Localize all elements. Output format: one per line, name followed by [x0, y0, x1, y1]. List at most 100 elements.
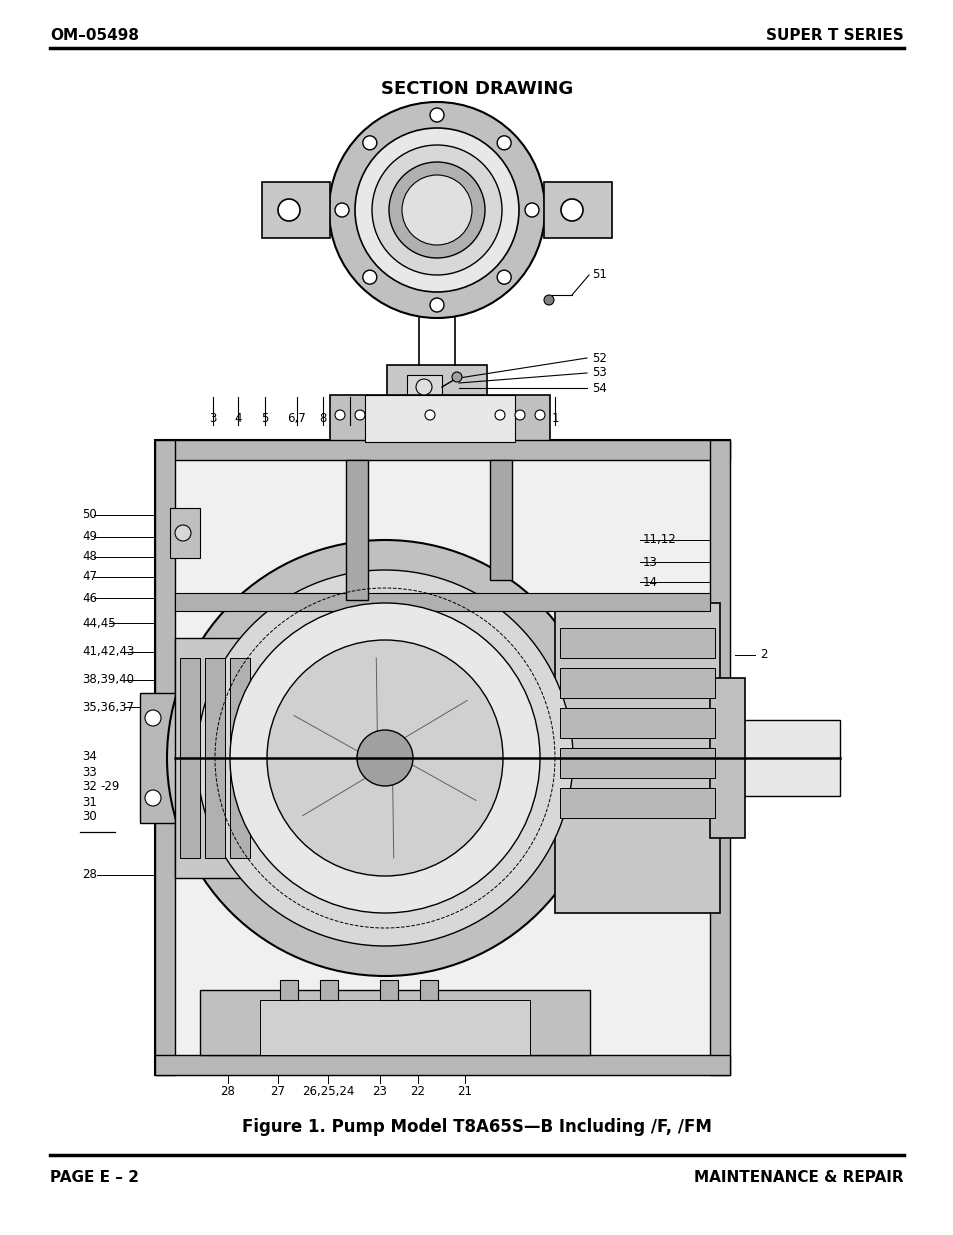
- Circle shape: [424, 410, 435, 420]
- Text: 27: 27: [271, 1086, 285, 1098]
- Circle shape: [335, 203, 349, 217]
- Circle shape: [372, 144, 501, 275]
- Circle shape: [515, 410, 524, 420]
- Bar: [154, 440, 729, 1074]
- Text: -29: -29: [100, 781, 119, 794]
- Circle shape: [277, 199, 299, 221]
- Text: 21: 21: [457, 1086, 472, 1098]
- Circle shape: [355, 128, 518, 291]
- Text: 2: 2: [760, 648, 767, 662]
- Circle shape: [452, 372, 461, 382]
- Text: 32: 32: [82, 781, 97, 794]
- Text: OM–05498: OM–05498: [50, 28, 139, 43]
- Bar: [140, 693, 174, 823]
- Text: 53: 53: [592, 367, 606, 379]
- Text: 4: 4: [234, 412, 241, 425]
- Bar: [555, 603, 720, 913]
- Text: 54: 54: [592, 382, 606, 394]
- Text: 46: 46: [82, 592, 97, 604]
- Text: 35,36,37: 35,36,37: [82, 700, 133, 714]
- Bar: [387, 366, 486, 435]
- Bar: [559, 748, 714, 778]
- Bar: [419, 981, 437, 1000]
- Text: 49: 49: [82, 531, 97, 543]
- Text: 48: 48: [82, 551, 97, 563]
- Text: 8: 8: [319, 412, 326, 425]
- Circle shape: [416, 379, 432, 395]
- Text: 28: 28: [220, 1086, 235, 1098]
- Text: 41,42,43: 41,42,43: [82, 646, 134, 658]
- Text: SUPER T SERIES: SUPER T SERIES: [765, 28, 903, 43]
- Circle shape: [497, 136, 511, 149]
- Text: 55: 55: [497, 443, 511, 453]
- Bar: [200, 990, 589, 1055]
- Bar: [346, 459, 368, 600]
- Bar: [330, 395, 550, 442]
- Bar: [543, 182, 612, 238]
- Text: 5: 5: [261, 412, 269, 425]
- Text: 19: 19: [655, 648, 669, 662]
- Circle shape: [329, 103, 544, 317]
- Circle shape: [362, 136, 376, 149]
- Bar: [260, 1000, 530, 1055]
- Text: 52: 52: [592, 352, 606, 364]
- Bar: [559, 668, 714, 698]
- Text: MAINTENANCE & REPAIR: MAINTENANCE & REPAIR: [694, 1170, 903, 1186]
- Circle shape: [535, 410, 544, 420]
- Bar: [154, 440, 174, 1074]
- Bar: [205, 658, 225, 858]
- Bar: [154, 1055, 729, 1074]
- Circle shape: [230, 603, 539, 913]
- Text: 23: 23: [373, 1086, 387, 1098]
- Bar: [174, 593, 709, 611]
- Circle shape: [524, 203, 538, 217]
- Bar: [280, 981, 297, 1000]
- Text: 1: 1: [551, 412, 558, 425]
- Text: PAGE E – 2: PAGE E – 2: [50, 1170, 139, 1186]
- Text: 28: 28: [82, 868, 97, 882]
- Circle shape: [497, 270, 511, 284]
- Bar: [174, 638, 265, 878]
- Text: 56,57,58,59: 56,57,58,59: [456, 420, 523, 430]
- Bar: [379, 981, 397, 1000]
- Text: 9: 9: [346, 412, 354, 425]
- Text: 34: 34: [82, 751, 97, 763]
- Circle shape: [174, 525, 191, 541]
- Circle shape: [356, 730, 413, 785]
- Circle shape: [145, 710, 161, 726]
- Bar: [709, 678, 744, 839]
- Text: Figure 1. Pump Model T8A65S—B Including /F, /FM: Figure 1. Pump Model T8A65S—B Including …: [242, 1118, 711, 1136]
- Text: SECTION DRAWING: SECTION DRAWING: [380, 80, 573, 98]
- Circle shape: [430, 107, 443, 122]
- Text: 30: 30: [82, 810, 96, 824]
- Bar: [319, 981, 337, 1000]
- Circle shape: [430, 298, 443, 312]
- Text: 26,25,24: 26,25,24: [301, 1086, 354, 1098]
- Bar: [559, 629, 714, 658]
- Text: 17,18: 17,18: [642, 616, 676, 630]
- Circle shape: [362, 270, 376, 284]
- Bar: [230, 658, 250, 858]
- Bar: [559, 708, 714, 739]
- Bar: [490, 459, 512, 580]
- Circle shape: [560, 199, 582, 221]
- Text: 38,39,40: 38,39,40: [82, 673, 133, 687]
- Text: 15,16: 15,16: [642, 597, 676, 610]
- Circle shape: [145, 790, 161, 806]
- Bar: [180, 658, 200, 858]
- Bar: [407, 375, 441, 400]
- Bar: [559, 788, 714, 818]
- Bar: [154, 440, 729, 459]
- Text: 22: 22: [410, 1086, 425, 1098]
- Text: 51: 51: [592, 268, 606, 282]
- Circle shape: [495, 410, 504, 420]
- Text: 20: 20: [639, 753, 654, 767]
- Text: 44,45: 44,45: [82, 616, 115, 630]
- Text: 13: 13: [642, 556, 658, 568]
- Text: 6,7: 6,7: [287, 412, 306, 425]
- Text: 14: 14: [642, 576, 658, 589]
- Text: 31: 31: [82, 795, 97, 809]
- Text: 10: 10: [373, 412, 387, 425]
- Bar: [365, 395, 515, 442]
- Circle shape: [335, 410, 345, 420]
